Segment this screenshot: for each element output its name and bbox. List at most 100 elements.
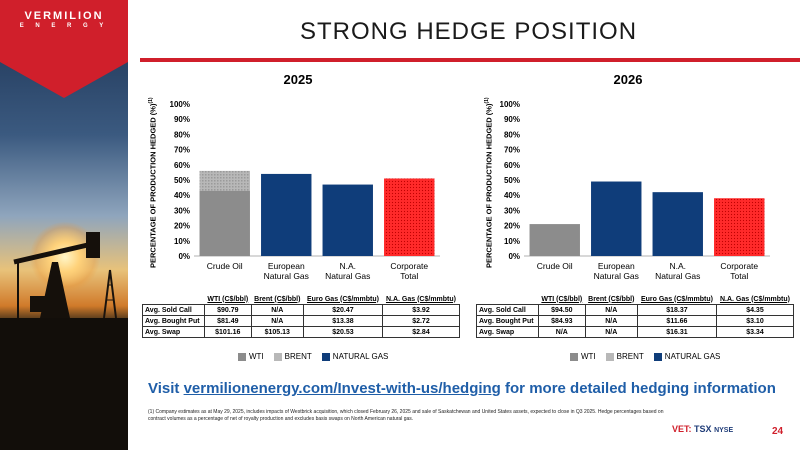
table-cell: N/A bbox=[250, 304, 304, 316]
table-cell: N/A bbox=[584, 326, 638, 338]
x-tick-label: N.A. bbox=[669, 261, 686, 271]
legend-item-natural-gas: NATURAL GAS bbox=[653, 352, 720, 361]
table-cell: Avg. Sold Call bbox=[476, 304, 539, 316]
chart-title-2026: 2026 bbox=[613, 72, 643, 87]
legend-swatch bbox=[605, 352, 614, 361]
hedging-link[interactable]: vermilionenergy.com/Invest-with-us/hedgi… bbox=[183, 380, 501, 397]
y-tick-label: 80% bbox=[504, 130, 520, 139]
pumpjack-silhouette bbox=[0, 232, 128, 450]
legend-item-wti: WTI bbox=[570, 352, 596, 361]
x-tick-label: Natural Gas bbox=[325, 271, 370, 281]
chart-svg-2025: 0% 10% 20% 30% 40% 50% 60% 70% 80% 90% 100% Crude O… bbox=[170, 100, 440, 281]
ticker-nyse: NYSE bbox=[714, 427, 734, 434]
legend-2025: WTI BRENT NATURAL GAS bbox=[238, 352, 388, 361]
bar-corporate-total bbox=[384, 178, 435, 256]
table-header: N.A. Gas (C$/mmbtu) bbox=[719, 295, 790, 303]
visit-callout: Visit vermilionenergy.com/Invest-with-us… bbox=[148, 380, 776, 397]
table-header bbox=[477, 294, 539, 305]
bar-corporate-total bbox=[714, 198, 765, 256]
x-tick-label: Corporate bbox=[390, 261, 428, 271]
bar-natural-gas bbox=[261, 173, 312, 256]
hedge-table-2025: WTI (C$/bbl) Brent (C$/bbl) Euro Gas (C$… bbox=[142, 294, 461, 338]
x-tick-label: Corporate bbox=[720, 261, 758, 271]
y-tick-label: 0% bbox=[508, 252, 520, 261]
chart-svg-2026: 0% 10% 20% 30% 40% 50% 60% 70% 80% 90% 100% Crude O… bbox=[500, 100, 770, 281]
page-number: 24 bbox=[772, 426, 784, 437]
legend-item-wti: WTI bbox=[238, 352, 264, 361]
table-cell: Avg. Swap bbox=[476, 326, 539, 338]
table-row: Avg. Bought Put $84.93 N/A $11.66 $3.10 bbox=[476, 315, 795, 327]
x-tick-label: Crude Oil bbox=[537, 261, 573, 271]
y-tick-label: 70% bbox=[174, 146, 190, 155]
y-tick-label: 90% bbox=[504, 115, 520, 124]
table-row: Avg. Swap N/A N/A $16.31 $3.34 bbox=[476, 326, 795, 338]
y-tick-label: 20% bbox=[504, 222, 520, 231]
bar-brent bbox=[199, 170, 250, 191]
table-row: Avg. Bought Put $81.49 N/A $13.38 $2.72 bbox=[142, 315, 461, 327]
y-tick-label: 70% bbox=[504, 146, 520, 155]
ticker-vet: VET: bbox=[672, 424, 692, 434]
table-cell: Avg. Bought Put bbox=[476, 315, 539, 327]
chart-2026: 2026 PERCENTAGE OF PRODUCTION HEDGED (%)… bbox=[478, 72, 778, 292]
x-tick-label: European bbox=[598, 261, 635, 271]
x-tick-label: European bbox=[268, 261, 305, 271]
legend-label: BRENT bbox=[284, 352, 312, 361]
logo-line-1: VERMILION bbox=[24, 10, 104, 22]
table-cell: $3.10 bbox=[715, 315, 795, 327]
legend-swatch bbox=[653, 352, 662, 361]
legend-swatch bbox=[238, 352, 246, 361]
y-tick-label: 50% bbox=[504, 176, 520, 185]
legend-swatch bbox=[273, 352, 282, 361]
company-logo: VERMILION E N E R G Y bbox=[0, 10, 128, 29]
legend-item-brent: BRENT bbox=[273, 352, 312, 361]
logo-line-2: E N E R G Y bbox=[19, 23, 109, 29]
legend-item-natural-gas: NATURAL GAS bbox=[321, 352, 389, 361]
y-tick-label: 60% bbox=[504, 161, 520, 170]
slide-title: STRONG HEDGE POSITION bbox=[300, 18, 638, 45]
y-tick-label: 60% bbox=[174, 161, 190, 170]
table-cell: $101.16 bbox=[203, 326, 252, 338]
table-cell: Avg. Swap bbox=[142, 326, 205, 338]
bar-natural-gas bbox=[652, 192, 703, 256]
table-cell: $20.47 bbox=[302, 304, 383, 316]
table-header-row: WTI (C$/bbl) Brent (C$/bbl) Euro Gas (C$… bbox=[143, 294, 460, 305]
table-header-row: WTI (C$/bbl) Brent (C$/bbl) Euro Gas (C$… bbox=[477, 294, 794, 305]
y-tick-label: 40% bbox=[174, 191, 190, 200]
table-cell: $4.35 bbox=[715, 304, 795, 316]
visit-prefix: Visit bbox=[148, 380, 184, 397]
table-cell: $90.79 bbox=[203, 304, 252, 316]
x-tick-label: Total bbox=[730, 271, 748, 281]
table-cell: N/A bbox=[250, 315, 304, 327]
table-cell: $2.84 bbox=[381, 326, 461, 338]
table-cell: $20.53 bbox=[302, 326, 383, 338]
table-cell: $3.92 bbox=[381, 304, 461, 316]
y-tick-label: 30% bbox=[504, 206, 520, 215]
y-tick-label: 30% bbox=[174, 206, 190, 215]
chart-2025: 2025 PERCENTAGE OF PRODUCTION HEDGED (%)… bbox=[148, 72, 448, 292]
legend-label: BRENT bbox=[616, 352, 644, 361]
legend-swatch bbox=[321, 352, 330, 361]
y-tick-label: 10% bbox=[174, 237, 190, 246]
y-tick-label: 90% bbox=[174, 115, 190, 124]
table-cell: Avg. Sold Call bbox=[142, 304, 205, 316]
table-cell: N/A bbox=[584, 304, 638, 316]
y-tick-label: 50% bbox=[174, 176, 190, 185]
table-cell: $105.13 bbox=[250, 326, 304, 338]
y-tick-label: 0% bbox=[178, 252, 190, 261]
x-tick-label: Total bbox=[400, 271, 418, 281]
visit-suffix: for more detailed hedging information bbox=[500, 380, 776, 397]
table-cell: N/A bbox=[584, 315, 638, 327]
table-header: WTI (C$/bbl) bbox=[207, 295, 249, 303]
x-tick-label: N.A. bbox=[339, 261, 356, 271]
table-cell: $16.31 bbox=[636, 326, 717, 338]
y-tick-label: 100% bbox=[500, 100, 520, 109]
legend-label: NATURAL GAS bbox=[332, 352, 389, 361]
table-cell: $13.38 bbox=[302, 315, 383, 327]
legend-label: WTI bbox=[249, 352, 264, 361]
x-tick-label: Natural Gas bbox=[594, 271, 639, 281]
table-cell: N/A bbox=[537, 326, 586, 338]
table-header: Euro Gas (C$/mmbtu) bbox=[640, 295, 713, 303]
table-cell: $3.34 bbox=[715, 326, 795, 338]
chart-title-2025: 2025 bbox=[283, 72, 313, 87]
bar-natural-gas bbox=[322, 184, 373, 256]
